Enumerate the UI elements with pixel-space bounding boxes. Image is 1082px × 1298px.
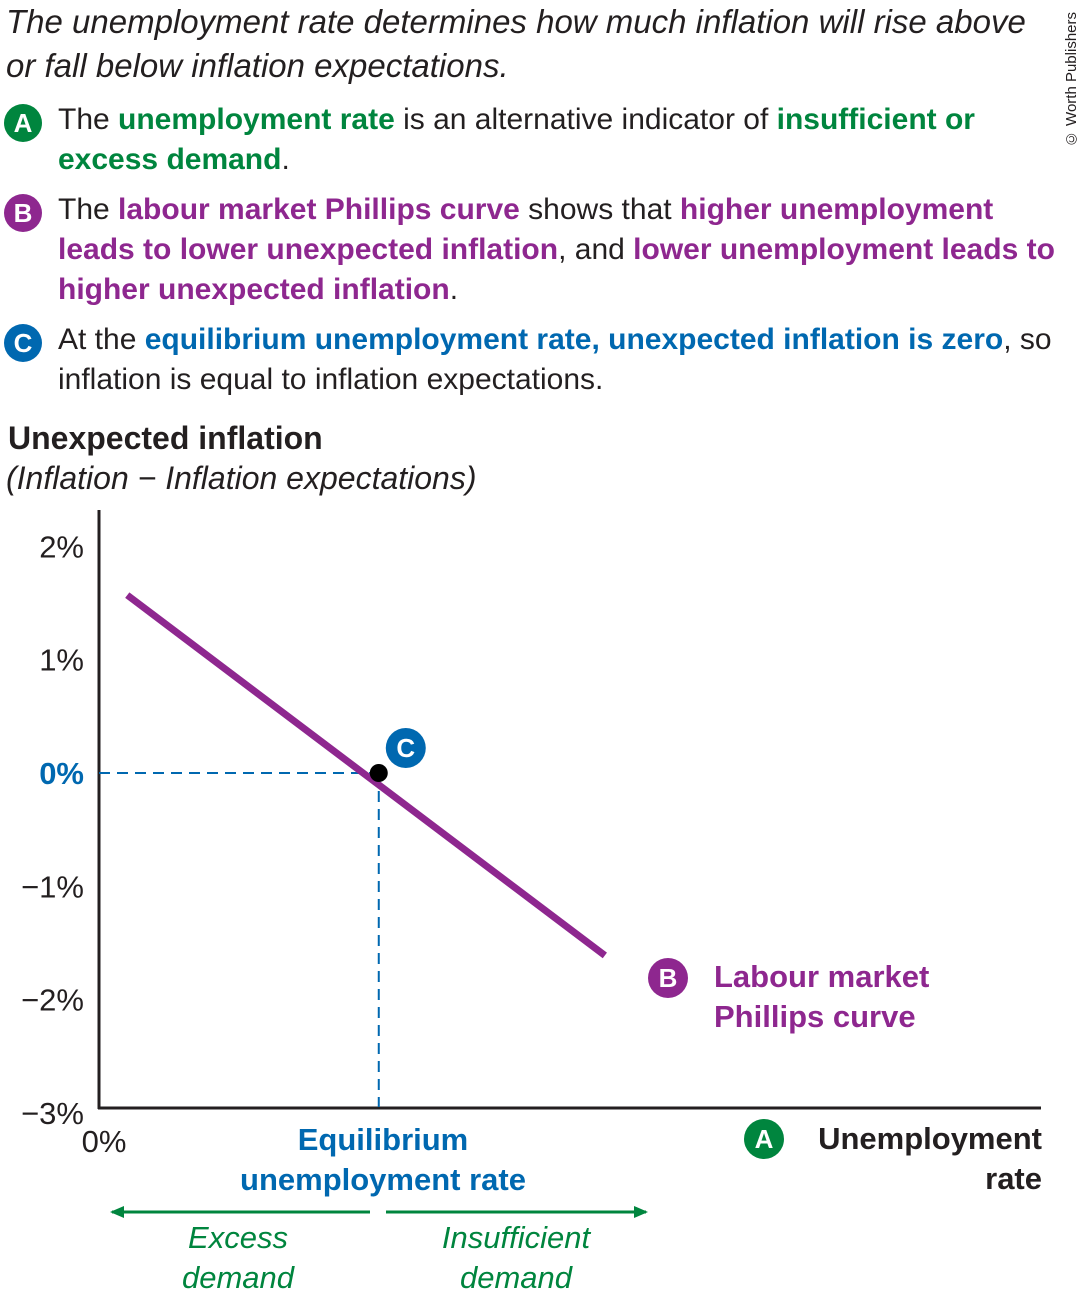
equilibrium-point: [369, 764, 388, 782]
plain-phrase: The: [58, 103, 119, 136]
y-axis-title: Unexpected inflation: [8, 420, 323, 456]
highlight-phrase: labour market Phillips curve: [118, 193, 520, 226]
x-axis-badge-letter: A: [755, 1124, 774, 1154]
plain-phrase: .: [281, 143, 290, 176]
insufficient-demand-label: Insufficient demand: [441, 1220, 591, 1295]
x-axis-title: Unemployment rate: [818, 1121, 1042, 1196]
badge-a: A: [4, 104, 42, 142]
y-tick-label: 2%: [39, 529, 84, 564]
highlight-phrase: unemployment rate: [118, 103, 395, 136]
highlight-phrase: insufficient or excess demand: [58, 103, 975, 176]
y-tick-label: 1%: [39, 643, 84, 678]
badge-c: C: [4, 324, 42, 362]
curve-badge: B: [648, 958, 688, 998]
curve-badge-letter: B: [659, 963, 678, 993]
equilibrium-label: Equilibrium unemployment rate: [240, 1122, 526, 1197]
point-a-text: The unemployment rate is an alternative …: [58, 100, 1068, 180]
headline: The unemployment rate determines how muc…: [6, 3, 1026, 84]
equilibrium-badge: C: [385, 728, 426, 768]
plain-phrase: , so inflation is equal to inflation exp…: [58, 323, 1052, 396]
highlight-phrase: lower unemployment leads to higher unexp…: [58, 233, 1055, 306]
plain-phrase: , and: [558, 233, 634, 266]
plain-phrase: is an alternative indicator of: [394, 103, 777, 136]
phillips-curve-line: [125, 592, 607, 959]
plain-phrase: .: [449, 273, 459, 306]
y-tick-label: −3%: [21, 1096, 84, 1131]
y-axis-subtitle: (Inflation − Inflation expectations): [6, 460, 477, 496]
highlight-phrase: equilibrium unemployment rate, unexpecte…: [144, 323, 1004, 356]
x-origin-tick-label: 0%: [82, 1124, 127, 1159]
excess-demand-label: Excess demand: [181, 1220, 295, 1295]
y-tick-label: −2%: [21, 983, 84, 1018]
badge-b: B: [4, 194, 42, 232]
curve-label: Labour market Phillips curve: [714, 959, 930, 1034]
plain-phrase: shows that: [519, 193, 680, 226]
highlight-phrase: higher unemployment leads to lower unexp…: [58, 193, 994, 266]
plain-phrase: The: [58, 193, 119, 226]
equilibrium-badge-letter: C: [396, 733, 415, 763]
y-tick-label: −1%: [21, 869, 84, 904]
point-c-text: At the equilibrium unemployment rate, un…: [58, 320, 1068, 400]
plain-phrase: At the: [58, 323, 145, 356]
y-tick-label: 0%: [39, 756, 84, 791]
point-b-text: The labour market Phillips curve shows t…: [58, 190, 1068, 310]
x-axis-badge: A: [744, 1119, 784, 1159]
